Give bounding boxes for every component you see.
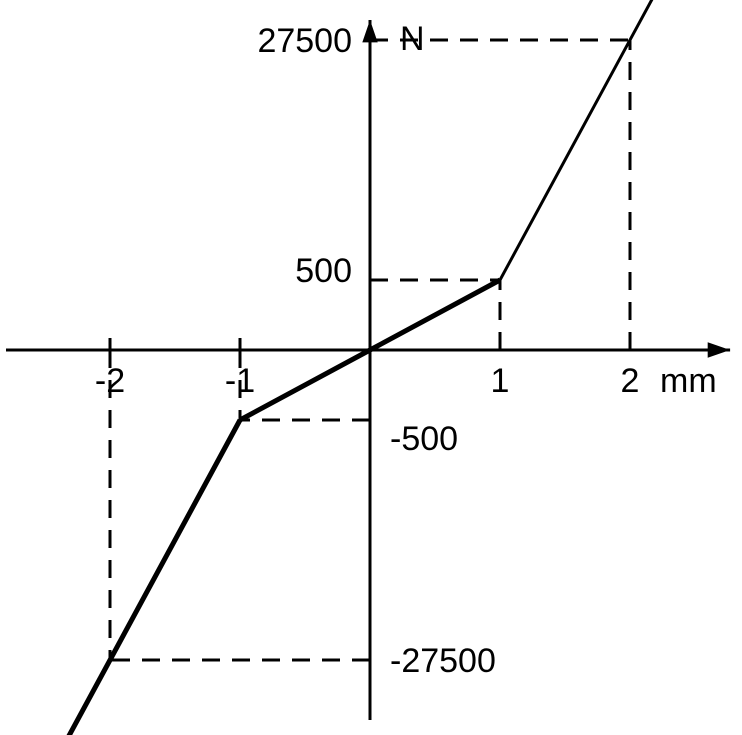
ytick-500: 500 [295, 252, 352, 290]
ytick-n500: -500 [390, 420, 458, 458]
xtick-n1: -1 [225, 362, 255, 400]
force-displacement-chart: N mm 27500 500 -500 -27500 -2 -1 1 2 [0, 0, 742, 735]
xtick-1: 1 [491, 362, 510, 400]
xtick-n2: -2 [95, 362, 125, 400]
x-axis-label: mm [660, 362, 717, 400]
y-axis-label: N [400, 20, 425, 58]
xtick-2: 2 [621, 362, 640, 400]
ytick-n27500: -27500 [390, 642, 496, 680]
ytick-27500: 27500 [257, 22, 352, 60]
